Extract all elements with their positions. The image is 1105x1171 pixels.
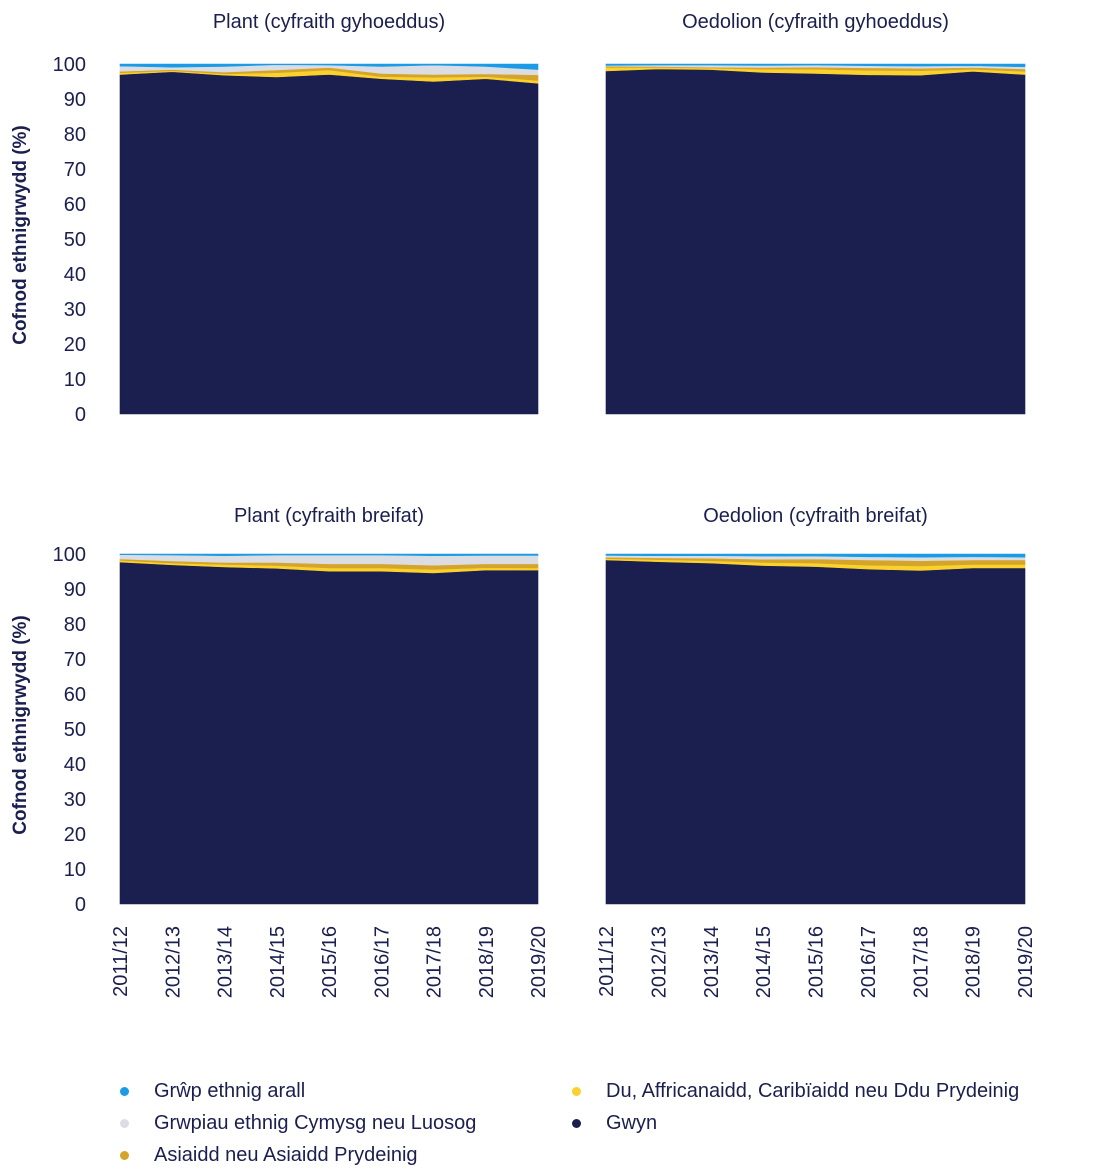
x-tick-label-2012-13-chart-3: 2012/13 — [162, 926, 184, 998]
x-tick-label-2019-20-chart-4: 2019/20 — [1015, 926, 1037, 998]
area-grwp-ethnig-arall-chart-3 — [119, 553, 539, 557]
x-tick-label-2015-16-chart-4: 2015/16 — [806, 926, 828, 998]
x-tick-label-2016-17-chart-4: 2016/17 — [858, 926, 880, 998]
x-tick-label-2019-20-chart-3: 2019/20 — [528, 926, 550, 998]
x-tick-label-2014-15-chart-4: 2014/15 — [753, 926, 775, 998]
x-tick-label-2014-15-chart-3: 2014/15 — [267, 926, 289, 998]
y-tick-label-40-chart-1: 40 — [64, 264, 86, 286]
y-tick-label-100-chart-1: 100 — [53, 54, 86, 76]
x-tick-label-2011-12-chart-3: 2011/12 — [110, 926, 132, 997]
y-axis-label-chart-1: Cofnod ethnigrwydd (%) — [10, 125, 31, 345]
chart-title-1: Plant (cyfraith gyhoeddus) — [213, 11, 445, 33]
chart-title-4: Oedolion (cyfraith breifat) — [703, 505, 928, 527]
y-tick-label-100-chart-3: 100 — [53, 544, 86, 566]
area-gwyn-chart-1 — [119, 71, 539, 415]
x-tick-label-2017-18-chart-4: 2017/18 — [910, 926, 932, 998]
x-tick-label-2013-14-chart-3: 2013/14 — [215, 926, 237, 998]
area-grwp-ethnig-arall-chart-4 — [605, 553, 1026, 558]
y-tick-label-30-chart-1: 30 — [64, 299, 86, 321]
y-tick-label-10-chart-1: 10 — [64, 369, 86, 391]
x-tick-label-2015-16-chart-3: 2015/16 — [319, 926, 341, 998]
x-tick-label-2012-13-chart-4: 2012/13 — [648, 926, 670, 998]
y-tick-label-70-chart-3: 70 — [64, 649, 86, 671]
y-tick-label-70-chart-1: 70 — [64, 159, 86, 181]
y-tick-label-0-chart-3: 0 — [75, 894, 86, 916]
y-tick-label-20-chart-1: 20 — [64, 334, 86, 356]
y-tick-label-20-chart-3: 20 — [64, 824, 86, 846]
area-grwp-ethnig-arall-chart-2 — [605, 63, 1026, 68]
chart-title-2: Oedolion (cyfraith gyhoeddus) — [682, 11, 949, 33]
x-tick-label-2018-19-chart-3: 2018/19 — [476, 926, 498, 998]
area-gwyn-chart-4 — [605, 559, 1026, 905]
y-tick-label-50-chart-1: 50 — [64, 229, 86, 251]
y-tick-label-80-chart-1: 80 — [64, 124, 86, 146]
y-tick-label-10-chart-3: 10 — [64, 859, 86, 881]
y-tick-label-0-chart-1: 0 — [75, 404, 86, 426]
y-tick-label-60-chart-1: 60 — [64, 194, 86, 216]
x-tick-label-2016-17-chart-3: 2016/17 — [371, 926, 393, 998]
y-axis-label-chart-3: Cofnod ethnigrwydd (%) — [10, 615, 31, 835]
y-tick-label-40-chart-3: 40 — [64, 754, 86, 776]
y-tick-label-30-chart-3: 30 — [64, 789, 86, 811]
x-tick-label-2013-14-chart-4: 2013/14 — [701, 926, 723, 998]
y-tick-label-80-chart-3: 80 — [64, 614, 86, 636]
x-tick-label-2011-12-chart-4: 2011/12 — [596, 926, 618, 997]
area-gwyn-chart-3 — [119, 561, 539, 905]
area-gwyn-chart-2 — [605, 68, 1026, 415]
y-tick-label-50-chart-3: 50 — [64, 719, 86, 741]
area-grwp-ethnig-arall-chart-1 — [119, 63, 539, 70]
chart-title-3: Plant (cyfraith breifat) — [234, 505, 424, 527]
x-tick-label-2018-19-chart-4: 2018/19 — [963, 926, 985, 998]
x-tick-label-2017-18-chart-3: 2017/18 — [424, 926, 446, 998]
y-tick-label-90-chart-1: 90 — [64, 89, 86, 111]
y-tick-label-90-chart-3: 90 — [64, 579, 86, 601]
y-tick-label-60-chart-3: 60 — [64, 684, 86, 706]
